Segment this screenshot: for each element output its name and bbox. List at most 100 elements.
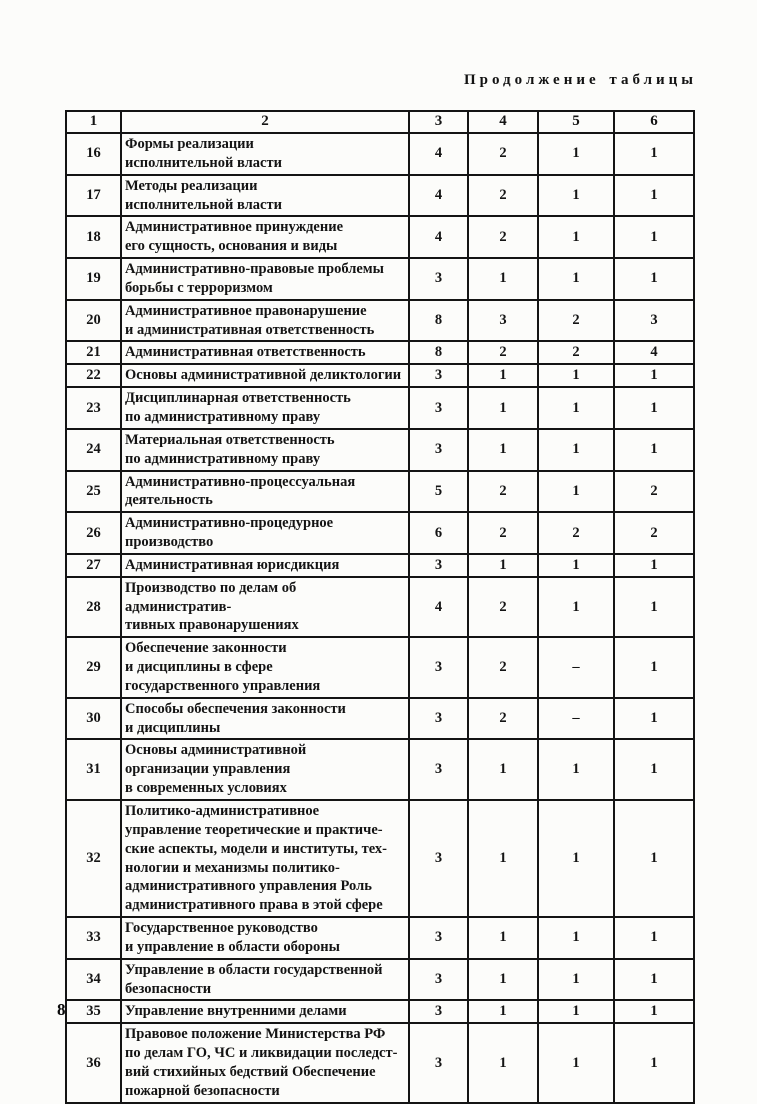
row-number-cell: 31 [65, 738, 122, 801]
row-number-cell: 26 [65, 511, 122, 555]
col5-value-cell: 2 [537, 298, 615, 343]
col6-value-cell: 1 [613, 386, 695, 430]
col6-value-cell: 2 [613, 511, 695, 555]
col5-value-cell: 1 [537, 173, 615, 218]
col3-value-cell: 3 [408, 957, 469, 1002]
row-number-cell: 32 [65, 798, 122, 919]
col4-value-cell: 1 [467, 552, 539, 578]
scanned-document-page: Продолжение таблицы 1 2 3 4 5 6 16 Формы… [57, 72, 697, 1104]
table-row: 31 Основы административной организации у… [65, 738, 695, 801]
column-header-5: 5 [537, 110, 615, 134]
curriculum-hours-table: 1 2 3 4 5 6 16 Формы реализации исполнит… [65, 110, 695, 1104]
col4-value-cell: 1 [467, 957, 539, 1002]
col4-value-cell: 1 [467, 798, 539, 919]
table-row: 17 Методы реализации исполнительной влас… [65, 173, 695, 218]
col4-value-cell: 1 [467, 427, 539, 472]
col6-value-cell: 1 [613, 798, 695, 919]
topic-cell: Административная ответственность [120, 340, 410, 366]
col5-value-cell: 1 [537, 738, 615, 801]
col5-value-cell: – [537, 696, 615, 741]
topic-cell: Государственное руководство и управление… [120, 916, 410, 960]
col5-value-cell: 1 [537, 1022, 615, 1104]
col3-value-cell: 5 [408, 469, 469, 514]
topic-cell: Административно-процессуальная деятельно… [120, 469, 410, 514]
column-header-3: 3 [408, 110, 469, 134]
table-row: 20 Административное правонарушение и адм… [65, 298, 695, 343]
topic-cell: Методы реализации исполнительной власти [120, 173, 410, 218]
col4-value-cell: 2 [467, 469, 539, 514]
row-number-cell: 34 [65, 957, 122, 1002]
col6-value-cell: 1 [613, 215, 695, 260]
col6-value-cell: 1 [613, 427, 695, 472]
topic-cell: Формы реализации исполнительной власти [120, 132, 410, 176]
row-number-cell: 18 [65, 215, 122, 260]
col4-value-cell: 1 [467, 916, 539, 960]
row-number-cell: 27 [65, 552, 122, 578]
column-header-1: 1 [65, 110, 122, 134]
col3-value-cell: 3 [408, 999, 469, 1025]
col5-value-cell: 1 [537, 257, 615, 301]
col5-value-cell: 1 [537, 999, 615, 1025]
table-header-row: 1 2 3 4 5 6 [65, 110, 695, 134]
col5-value-cell: 2 [537, 340, 615, 366]
col6-value-cell: 1 [613, 999, 695, 1025]
col5-value-cell: 1 [537, 386, 615, 430]
topic-cell: Материальная ответственность по админист… [120, 427, 410, 472]
column-header-4: 4 [467, 110, 539, 134]
col6-value-cell: 3 [613, 298, 695, 343]
col3-value-cell: 4 [408, 215, 469, 260]
topic-cell: Административно-правовые проблемы борьбы… [120, 257, 410, 301]
col5-value-cell: 1 [537, 798, 615, 919]
table-row: 33 Государственное руководство и управле… [65, 916, 695, 960]
col4-value-cell: 1 [467, 386, 539, 430]
row-number-cell: 16 [65, 132, 122, 176]
table-row: 28 Производство по делам об администрати… [65, 575, 695, 639]
col3-value-cell: 3 [408, 552, 469, 578]
col3-value-cell: 3 [408, 386, 469, 430]
table-row: 35 Управление внутренними делами 3 1 1 1 [65, 999, 695, 1025]
col4-value-cell: 1 [467, 738, 539, 801]
topic-cell: Правовое положение Министерства РФ по де… [120, 1022, 410, 1104]
table-row: 25 Административно-процессуальная деятел… [65, 469, 695, 514]
col6-value-cell: 1 [613, 1022, 695, 1104]
row-number-cell: 29 [65, 636, 122, 699]
col3-value-cell: 8 [408, 298, 469, 343]
col5-value-cell: 1 [537, 363, 615, 389]
table-continuation-heading: Продолжение таблицы [463, 72, 697, 88]
col5-value-cell: 1 [537, 132, 615, 176]
col5-value-cell: – [537, 636, 615, 699]
topic-cell: Способы обеспечения законности и дисципл… [120, 696, 410, 741]
table-body: 16 Формы реализации исполнительной власт… [65, 132, 695, 1104]
col3-value-cell: 3 [408, 427, 469, 472]
col3-value-cell: 4 [408, 132, 469, 176]
row-number-cell: 19 [65, 257, 122, 301]
topic-cell: Административное правонарушение и админи… [120, 298, 410, 343]
col4-value-cell: 2 [467, 696, 539, 741]
col5-value-cell: 1 [537, 469, 615, 514]
table-row: 19 Административно-правовые проблемы бор… [65, 257, 695, 301]
col4-value-cell: 3 [467, 298, 539, 343]
col6-value-cell: 2 [613, 469, 695, 514]
col6-value-cell: 1 [613, 575, 695, 639]
col3-value-cell: 6 [408, 511, 469, 555]
row-number-cell: 30 [65, 696, 122, 741]
col3-value-cell: 3 [408, 636, 469, 699]
table-row: 29 Обеспечение законности и дисциплины в… [65, 636, 695, 699]
col4-value-cell: 2 [467, 173, 539, 218]
row-number-cell: 23 [65, 386, 122, 430]
col4-value-cell: 2 [467, 511, 539, 555]
topic-cell: Управление в области государственной без… [120, 957, 410, 1002]
topic-cell: Административное принуждение его сущност… [120, 215, 410, 260]
col6-value-cell: 4 [613, 340, 695, 366]
col5-value-cell: 1 [537, 215, 615, 260]
col4-value-cell: 1 [467, 1022, 539, 1104]
col3-value-cell: 8 [408, 340, 469, 366]
col3-value-cell: 3 [408, 1022, 469, 1104]
row-number-cell: 33 [65, 916, 122, 960]
col5-value-cell: 2 [537, 511, 615, 555]
col6-value-cell: 1 [613, 363, 695, 389]
col3-value-cell: 3 [408, 916, 469, 960]
row-number-cell: 22 [65, 363, 122, 389]
col5-value-cell: 1 [537, 575, 615, 639]
col4-value-cell: 2 [467, 132, 539, 176]
